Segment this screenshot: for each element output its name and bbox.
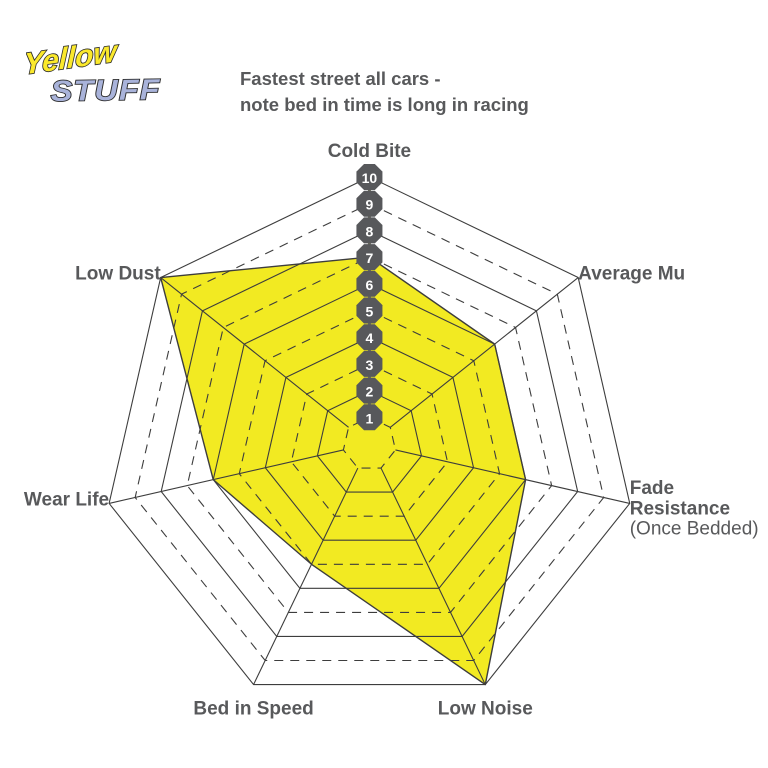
svg-text:9: 9 bbox=[366, 197, 374, 213]
svg-text:Average Mu: Average Mu bbox=[578, 264, 685, 285]
svg-text:STUFF: STUFF bbox=[50, 74, 161, 107]
svg-text:7: 7 bbox=[366, 250, 374, 266]
svg-text:10: 10 bbox=[362, 170, 378, 186]
svg-text:Cold Bite: Cold Bite bbox=[328, 141, 411, 162]
svg-text:Wear Life: Wear Life bbox=[24, 489, 109, 510]
svg-text:1: 1 bbox=[366, 410, 374, 426]
svg-text:Low Dust: Low Dust bbox=[75, 264, 161, 285]
svg-text:(Once Bedded): (Once Bedded) bbox=[630, 519, 759, 540]
svg-text:2: 2 bbox=[366, 384, 374, 400]
svg-text:4: 4 bbox=[366, 330, 374, 346]
svg-text:8: 8 bbox=[366, 223, 374, 239]
svg-text:6: 6 bbox=[366, 277, 374, 293]
svg-text:Fade: Fade bbox=[630, 478, 674, 499]
svg-text:Bed in Speed: Bed in Speed bbox=[193, 699, 313, 720]
svg-text:5: 5 bbox=[366, 304, 374, 320]
svg-text:Low Noise: Low Noise bbox=[438, 699, 533, 720]
svg-text:Resistance: Resistance bbox=[630, 498, 730, 519]
svg-text:3: 3 bbox=[366, 357, 374, 373]
